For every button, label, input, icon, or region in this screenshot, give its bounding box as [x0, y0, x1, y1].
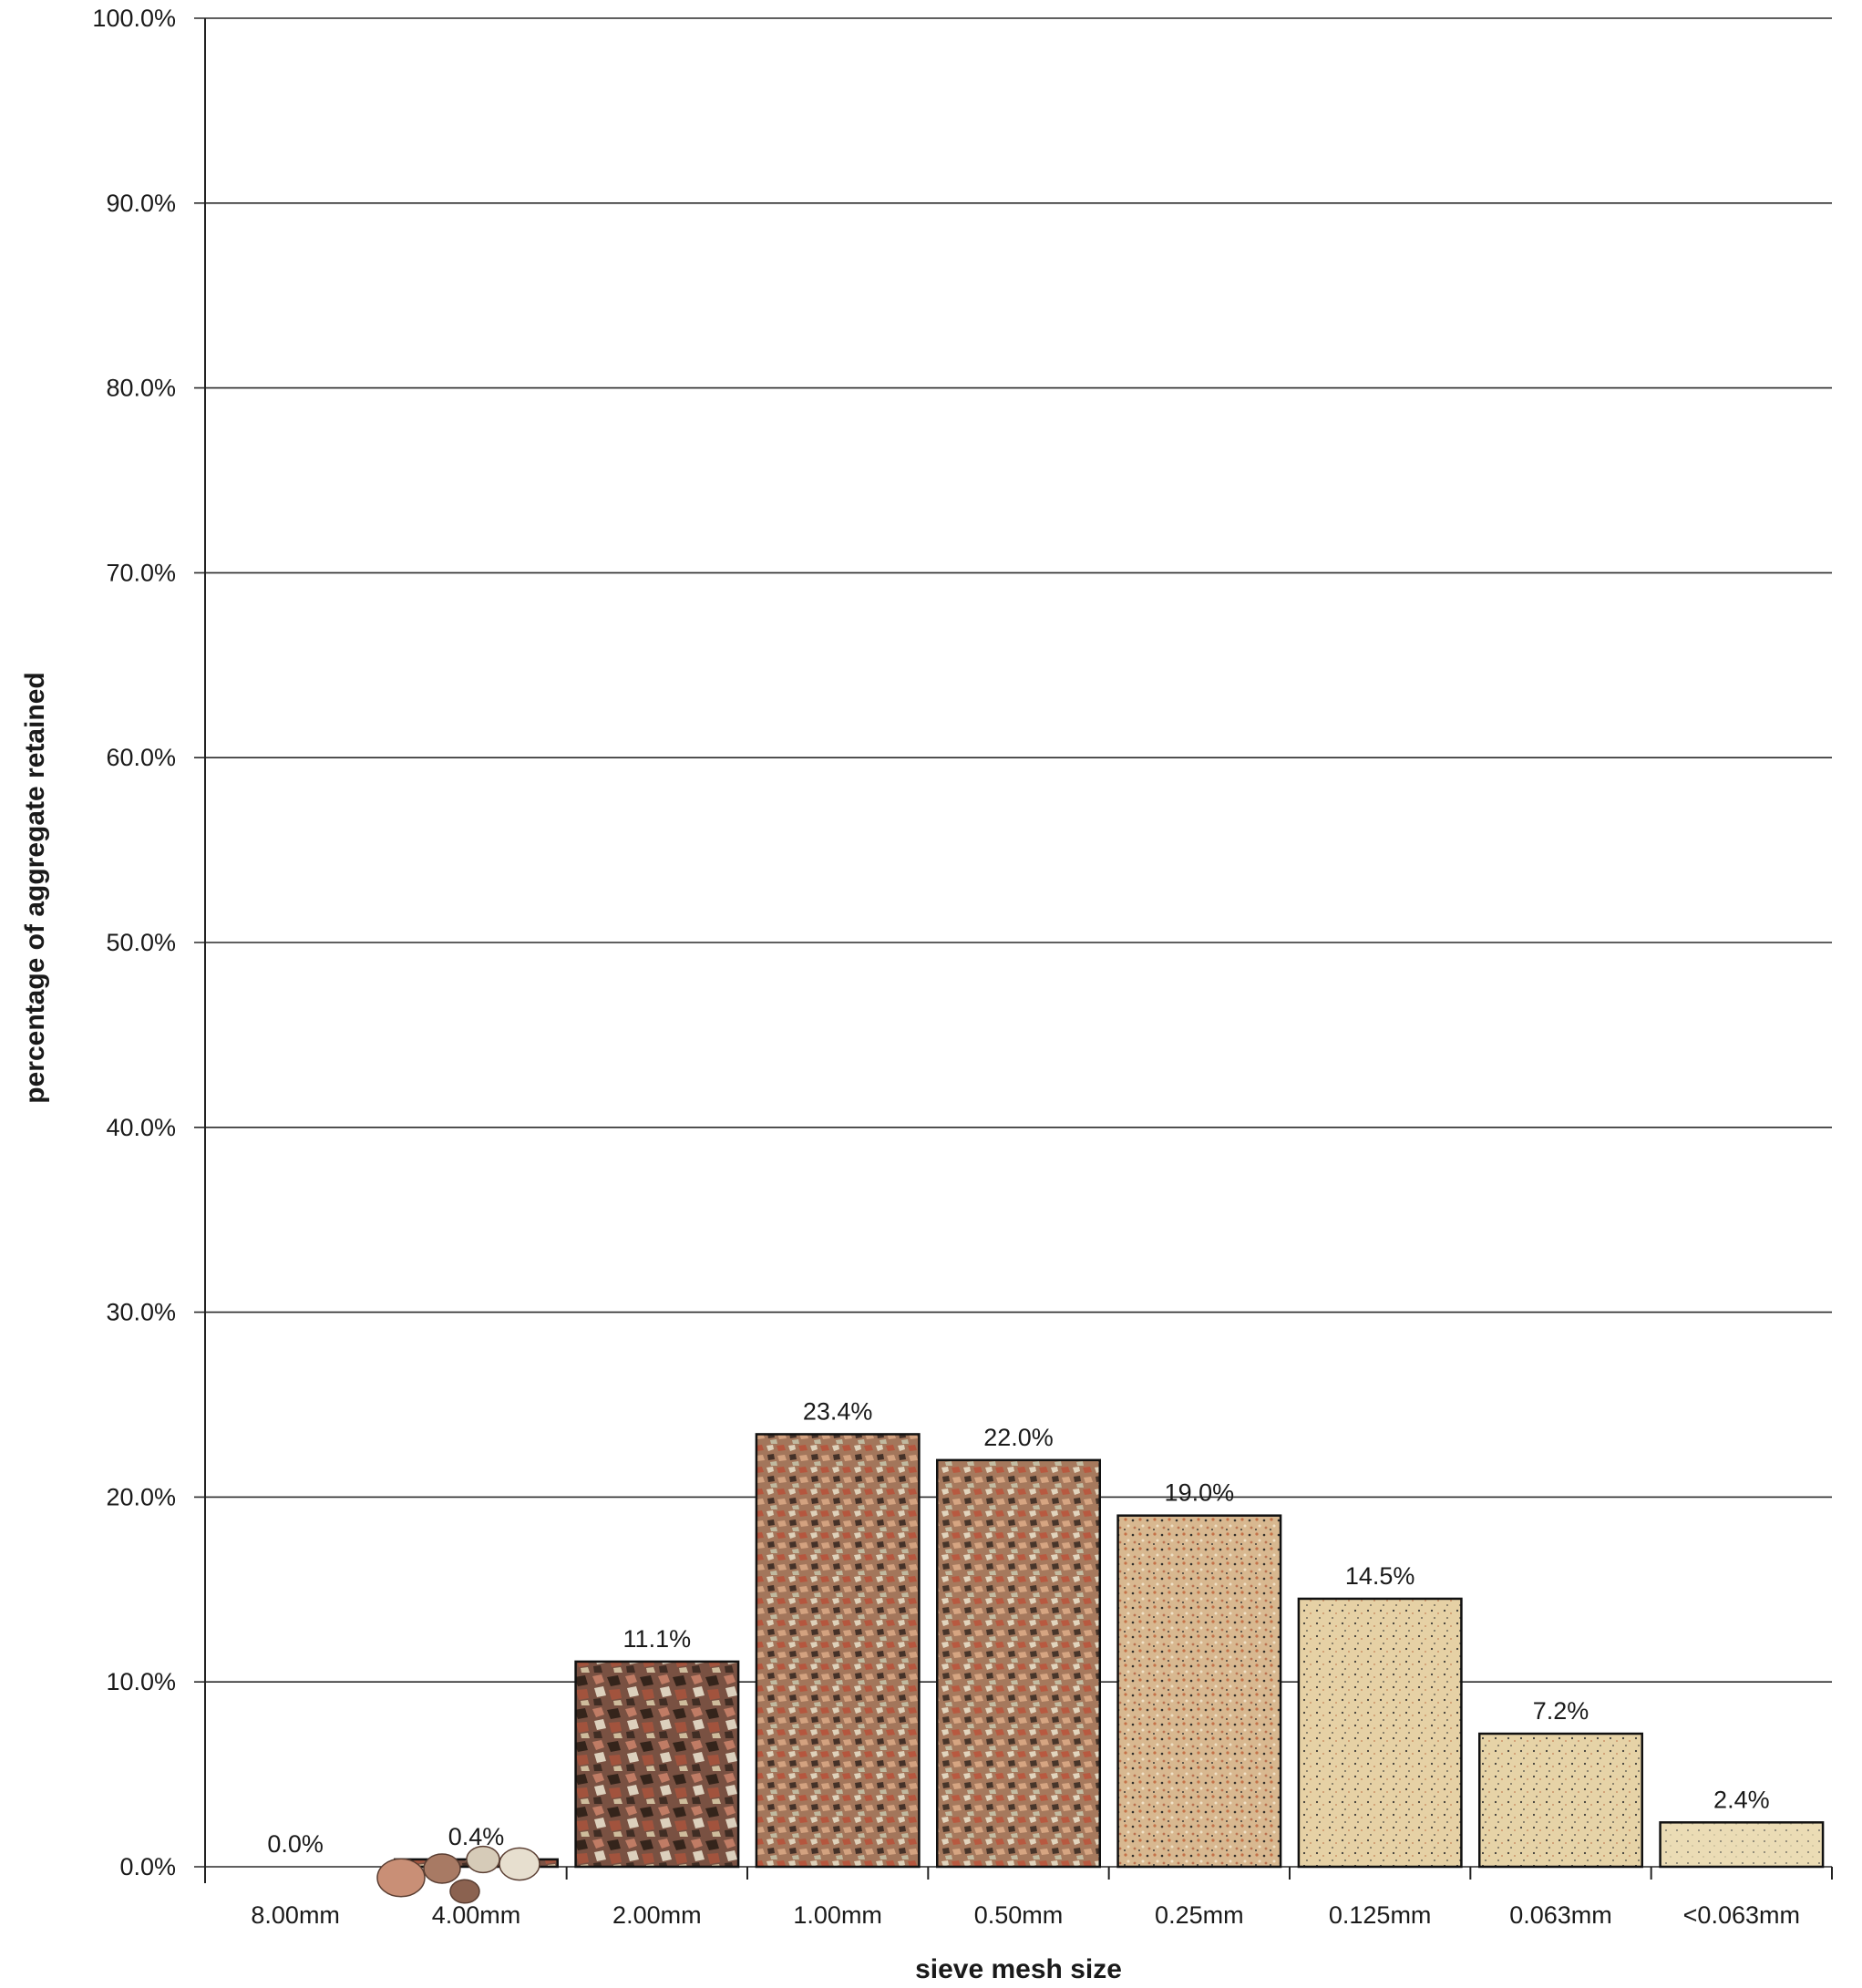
data-label: 7.2%	[1533, 1697, 1589, 1725]
y-tick-label: 90.0%	[106, 190, 176, 217]
x-tick-label: 0.125mm	[1329, 1901, 1432, 1929]
x-tick-label: <0.063mm	[1683, 1901, 1800, 1929]
x-tick-label: 2.00mm	[612, 1901, 702, 1929]
x-tick-label: 0.063mm	[1509, 1901, 1612, 1929]
y-tick-label: 100.0%	[92, 5, 176, 32]
bar-texture	[1298, 1598, 1462, 1867]
x-axis-title: sieve mesh size	[915, 1954, 1122, 1984]
gravel-pebble	[423, 1853, 461, 1884]
gravel-pebble	[499, 1847, 540, 1881]
data-label: 11.1%	[623, 1625, 692, 1653]
labels: 0.0% 10.0% 20.0% 30.0% 40.0% 50.0% 60.0% 70.0% 8…	[92, 5, 1800, 1929]
bar-texture	[1660, 1822, 1824, 1867]
y-tick-label: 50.0%	[106, 929, 176, 956]
bar-outline	[574, 1660, 740, 1869]
bar-texture	[756, 1434, 920, 1867]
bar-texture	[1117, 1515, 1281, 1867]
y-tick-label: 20.0%	[106, 1483, 176, 1510]
data-label: 2.4%	[1713, 1786, 1770, 1813]
data-label: 0.4%	[448, 1823, 505, 1850]
bar-outline	[936, 1458, 1101, 1869]
data-label: 22.0%	[983, 1424, 1054, 1451]
y-tick-label: 40.0%	[106, 1114, 176, 1141]
x-tick-label: 1.00mm	[793, 1901, 882, 1929]
y-tick-label: 10.0%	[106, 1668, 176, 1695]
gravel-pebble	[376, 1858, 426, 1898]
x-tick-label: 8.00mm	[251, 1901, 340, 1929]
bar-outline	[1297, 1597, 1463, 1869]
bar-texture	[575, 1661, 739, 1867]
gridlines	[194, 17, 1833, 1880]
y-tick-label: 30.0%	[106, 1299, 176, 1326]
data-label: 14.5%	[1345, 1562, 1415, 1590]
y-tick-label: 80.0%	[106, 375, 176, 402]
data-label: 23.4%	[803, 1397, 873, 1425]
bar-texture	[937, 1459, 1100, 1867]
x-tick-label: 4.00mm	[432, 1901, 521, 1929]
x-tick-label: 0.25mm	[1155, 1901, 1244, 1929]
bar-outline	[1478, 1732, 1643, 1869]
y-axis-title: percentage of aggregate retained	[20, 672, 50, 1103]
y-tick-label: 0.0%	[119, 1853, 176, 1880]
y-tick-label: 60.0%	[106, 744, 176, 771]
bar-texture	[1479, 1733, 1642, 1867]
gravel-pebble	[466, 1845, 500, 1874]
bar-outline	[755, 1433, 921, 1869]
x-tick-label: 0.50mm	[974, 1901, 1064, 1929]
data-label: 0.0%	[267, 1830, 324, 1858]
bar-outline	[1659, 1821, 1825, 1869]
y-tick-label: 70.0%	[106, 559, 176, 586]
bar-outline	[1116, 1514, 1282, 1869]
data-label: 19.0%	[1165, 1479, 1235, 1507]
gravel-pebble	[449, 1879, 480, 1904]
bars	[376, 1433, 1825, 1904]
